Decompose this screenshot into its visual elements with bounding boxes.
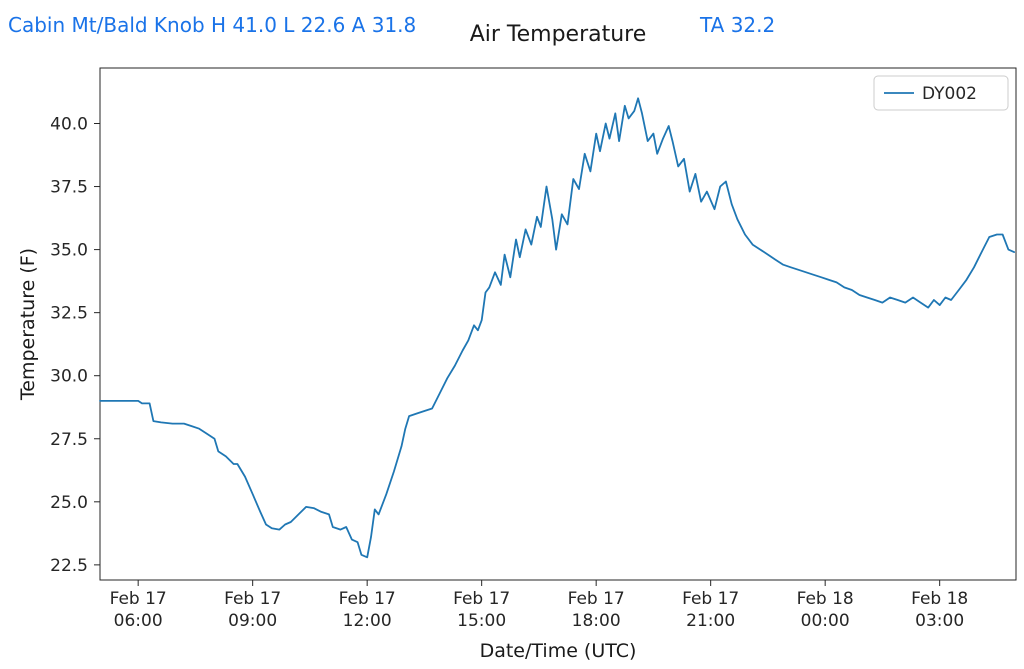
y-tick-label: 37.5 xyxy=(50,178,88,198)
plot-border xyxy=(99,67,1017,581)
station-summary-text: Cabin Mt/Bald Knob H 41.0 L 22.6 A 31.8 xyxy=(8,13,417,37)
x-tick-label-time: 18:00 xyxy=(572,611,621,631)
legend-series-label: DY002 xyxy=(922,84,977,104)
x-tick-label-date: Feb 17 xyxy=(682,589,739,609)
y-axis-ticks: 22.5 25.0 27.5 30.0 32.5 35.0 37.5 40.0 xyxy=(50,114,100,576)
x-tick-label-time: 15:00 xyxy=(457,611,506,631)
x-tick-label-time: 21:00 xyxy=(686,611,735,631)
x-tick-label-time: 00:00 xyxy=(801,611,850,631)
legend-box xyxy=(873,75,1009,111)
chart-title: Air Temperature xyxy=(469,22,647,47)
x-tick-label-time: 09:00 xyxy=(228,611,277,631)
y-tick-label: 27.5 xyxy=(50,430,88,450)
x-tick-label-date: Feb 17 xyxy=(224,589,281,609)
y-tick-label: 32.5 xyxy=(50,304,88,324)
ta-reading-text: TA 32.2 xyxy=(700,13,776,37)
y-tick-label: 30.0 xyxy=(50,367,88,387)
y-tick-label: 40.0 xyxy=(50,114,88,134)
x-tick-label-time: 12:00 xyxy=(343,611,392,631)
x-tick-label-date: Feb 17 xyxy=(568,589,625,609)
y-axis-label: Temperature (F) xyxy=(17,247,39,401)
x-axis-label: Date/Time (UTC) xyxy=(479,640,637,662)
x-tick-label-date: Feb 18 xyxy=(911,589,968,609)
y-tick-label: 22.5 xyxy=(50,556,88,576)
x-tick-label-time: 03:00 xyxy=(915,611,964,631)
legend: DY002 xyxy=(873,75,1009,111)
x-tick-label-date: Feb 17 xyxy=(339,589,396,609)
x-tick-label-date: Feb 17 xyxy=(453,589,510,609)
x-tick-label-date: Feb 17 xyxy=(110,589,167,609)
x-tick-label-date: Feb 18 xyxy=(797,589,854,609)
x-tick-label-time: 06:00 xyxy=(114,611,163,631)
y-tick-label: 25.0 xyxy=(50,493,88,513)
y-tick-label: 35.0 xyxy=(50,241,88,261)
temperature-line-series xyxy=(99,97,1015,559)
